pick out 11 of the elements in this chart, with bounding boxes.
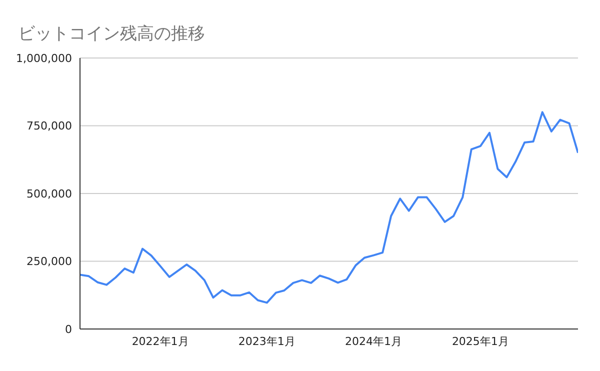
x-tick-label: 2022年1月 [132,334,189,348]
y-tick-label: 500,000 [26,187,72,200]
chart-title: ビットコイン残高の推移 [18,23,205,45]
x-tick-label: 2025年1月 [452,334,509,348]
y-tick-label: 250,000 [26,255,72,268]
y-tick-label: 0 [65,322,72,336]
x-tick-label: 2023年1月 [238,334,296,348]
y-tick-label: 750,000 [26,120,72,133]
line-series [80,111,578,304]
y-tick-label: 1,000,000 [16,52,72,65]
x-tick-label: 2024年1月 [345,334,402,348]
